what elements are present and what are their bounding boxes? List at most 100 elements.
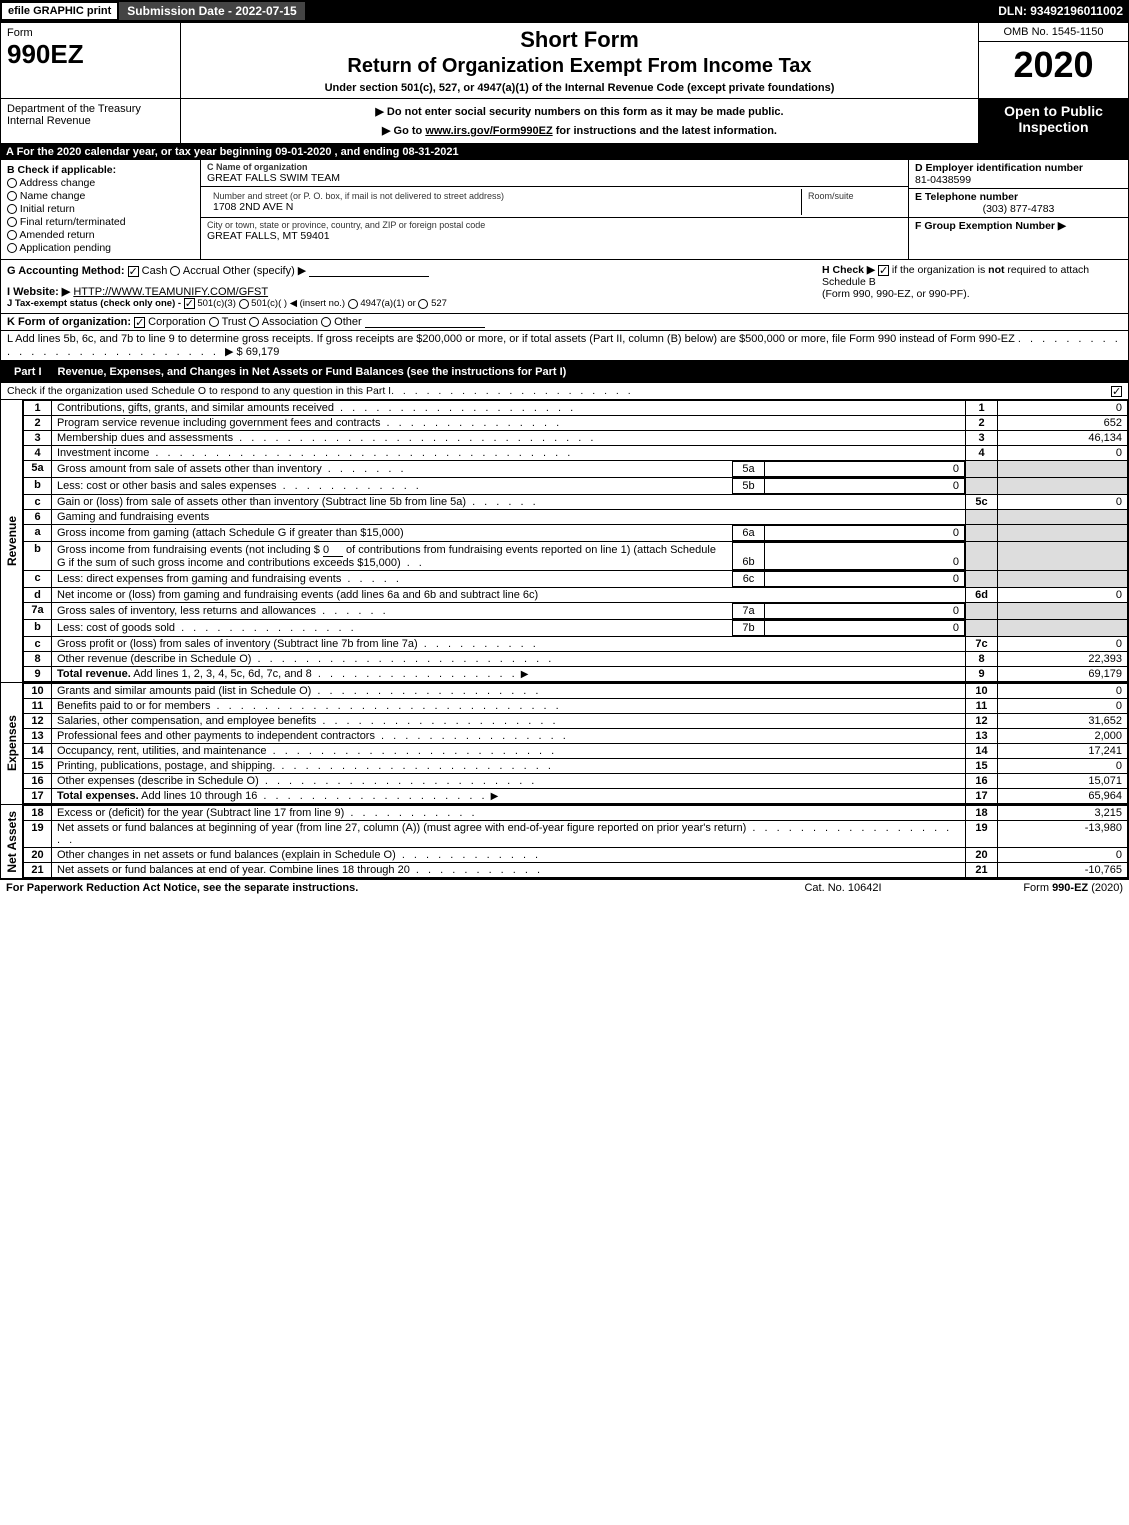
netassets-side-label: Net Assets (1, 805, 23, 878)
app-pending-checkbox[interactable] (7, 243, 17, 253)
netassets-table: 18Excess or (deficit) for the year (Subt… (23, 805, 1128, 878)
footer-form-id: Form 990-EZ (2020) (943, 882, 1123, 894)
city-row: City or town, state or province, country… (201, 218, 908, 244)
instructions-cell: ▶ Do not enter social security numbers o… (181, 99, 978, 143)
under-section: Under section 501(c), 527, or 4947(a)(1)… (189, 82, 970, 94)
amended-return-checkbox[interactable] (7, 230, 17, 240)
open-public-cell: Open to Public Inspection (978, 99, 1128, 143)
dln-label: DLN: 93492196011002 (998, 4, 1129, 18)
street-row: Number and street (or P. O. box, if mail… (201, 187, 908, 218)
accrual-checkbox[interactable] (170, 266, 180, 276)
year-cell: OMB No. 1545-1150 2020 (978, 23, 1128, 98)
part1-header: Part I Revenue, Expenses, and Changes in… (0, 361, 1129, 383)
address-change-checkbox[interactable] (7, 178, 17, 188)
revenue-table: 1Contributions, gifts, grants, and simil… (23, 400, 1128, 682)
line-16: 16Other expenses (describe in Schedule O… (24, 774, 1128, 789)
h-checkbox[interactable] (878, 265, 889, 276)
goto-suffix: for instructions and the latest informat… (556, 125, 777, 137)
l-amount: ▶ $ 69,179 (225, 346, 279, 358)
netassets-section: Net Assets 18Excess or (deficit) for the… (0, 805, 1129, 879)
527-checkbox[interactable] (418, 299, 428, 309)
initial-return-checkbox[interactable] (7, 204, 17, 214)
501c-checkbox[interactable] (239, 299, 249, 309)
assoc-label: Association (262, 316, 318, 328)
section-gh: G Accounting Method: Cash Accrual Other … (0, 260, 1129, 314)
other-specify-input[interactable] (309, 265, 429, 277)
efile-print-button[interactable]: efile GRAPHIC print (2, 3, 117, 19)
goto-label: ▶ Go to (382, 125, 425, 137)
other-org-input[interactable] (365, 316, 485, 328)
short-form-title: Short Form (189, 27, 970, 53)
submission-date: Submission Date - 2022-07-15 (119, 2, 304, 20)
line-20: 20Other changes in net assets or fund ba… (24, 848, 1128, 863)
section-b: B Check if applicable: Address change Na… (1, 160, 201, 259)
part1-check-text: Check if the organization used Schedule … (7, 385, 391, 397)
other-org-checkbox[interactable] (321, 317, 331, 327)
footer-left: For Paperwork Reduction Act Notice, see … (6, 882, 743, 894)
line-17: 17Total expenses. Add lines 10 through 1… (24, 789, 1128, 804)
phone-label: E Telephone number (915, 191, 1122, 203)
line-5c: cGain or (loss) from sale of assets othe… (24, 495, 1128, 510)
name-change-checkbox[interactable] (7, 191, 17, 201)
part1-check-row: Check if the organization used Schedule … (0, 383, 1129, 400)
cash-label: Cash (142, 265, 168, 277)
corp-label: Corporation (148, 316, 205, 328)
4947-label: 4947(a)(1) or (360, 298, 415, 309)
form-header-row2: Department of the Treasury Internal Reve… (0, 99, 1129, 144)
501c3-label: 501(c)(3) (197, 298, 236, 309)
line-18: 18Excess or (deficit) for the year (Subt… (24, 806, 1128, 821)
part1-label: Part I (6, 364, 50, 380)
4947-checkbox[interactable] (348, 299, 358, 309)
line-6: 6Gaming and fundraising events (24, 510, 1128, 525)
street-value: 1708 2ND AVE N (213, 201, 795, 213)
section-g: G Accounting Method: Cash Accrual Other … (7, 264, 822, 309)
line-10: 10Grants and similar amounts paid (list … (24, 684, 1128, 699)
h-label: H Check ▶ (822, 264, 875, 276)
line-7a: 7aGross sales of inventory, less returns… (24, 603, 1128, 620)
b-label: B Check if applicable: (7, 164, 194, 176)
line-5a: 5aGross amount from sale of assets other… (24, 461, 1128, 478)
part1-schedule-o-checkbox[interactable] (1111, 386, 1122, 397)
irs-link[interactable]: www.irs.gov/Form990EZ (425, 125, 552, 137)
cash-checkbox[interactable] (128, 266, 139, 277)
form-number-cell: Form 990EZ (1, 23, 181, 98)
527-label: 527 (431, 298, 447, 309)
omb-number: OMB No. 1545-1150 (979, 23, 1128, 42)
website-link[interactable]: HTTP://WWW.TEAMUNIFY.COM/GFST (73, 286, 268, 298)
line-7b: bLess: cost of goods sold . . . . . . . … (24, 620, 1128, 637)
line-19: 19Net assets or fund balances at beginni… (24, 821, 1128, 848)
section-c: C Name of organization GREAT FALLS SWIM … (201, 160, 908, 259)
dept-cell: Department of the Treasury Internal Reve… (1, 99, 181, 143)
form-990ez: 990EZ (7, 39, 174, 70)
phone-row: E Telephone number (303) 877-4783 (909, 189, 1128, 218)
final-return-checkbox[interactable] (7, 217, 17, 227)
group-label: F Group Exemption Number ▶ (915, 220, 1066, 232)
street-label: Number and street (or P. O. box, if mail… (213, 191, 795, 201)
line-6d: dNet income or (loss) from gaming and fu… (24, 588, 1128, 603)
line-a-tax-year: A For the 2020 calendar year, or tax yea… (0, 144, 1129, 160)
line-8: 8Other revenue (describe in Schedule O) … (24, 652, 1128, 667)
line-6b: bGross income from fundraising events (n… (24, 542, 1128, 571)
return-title: Return of Organization Exempt From Incom… (189, 55, 970, 78)
corp-checkbox[interactable] (134, 317, 145, 328)
trust-checkbox[interactable] (209, 317, 219, 327)
form-title-cell: Short Form Return of Organization Exempt… (181, 23, 978, 98)
revenue-section: Revenue 1Contributions, gifts, grants, a… (0, 400, 1129, 683)
section-k: K Form of organization: Corporation Trus… (0, 314, 1129, 331)
assoc-checkbox[interactable] (249, 317, 259, 327)
line-3: 3Membership dues and assessments . . . .… (24, 431, 1128, 446)
phone-value: (303) 877-4783 (915, 203, 1122, 215)
section-d: D Employer identification number 81-0438… (908, 160, 1128, 259)
line-6a: aGross income from gaming (attach Schedu… (24, 525, 1128, 542)
expenses-side-label: Expenses (1, 683, 23, 804)
revenue-side-label: Revenue (1, 400, 23, 682)
initial-return-label: Initial return (20, 203, 75, 215)
ein-label: D Employer identification number (915, 162, 1122, 174)
other-org-label: Other (334, 316, 362, 328)
line-11: 11Benefits paid to or for members . . . … (24, 699, 1128, 714)
k-label: K Form of organization: (7, 316, 131, 328)
line-5b: bLess: cost or other basis and sales exp… (24, 478, 1128, 495)
501c3-checkbox[interactable] (184, 298, 195, 309)
section-bcd: B Check if applicable: Address change Na… (0, 160, 1129, 260)
accrual-label: Accrual (183, 265, 220, 277)
